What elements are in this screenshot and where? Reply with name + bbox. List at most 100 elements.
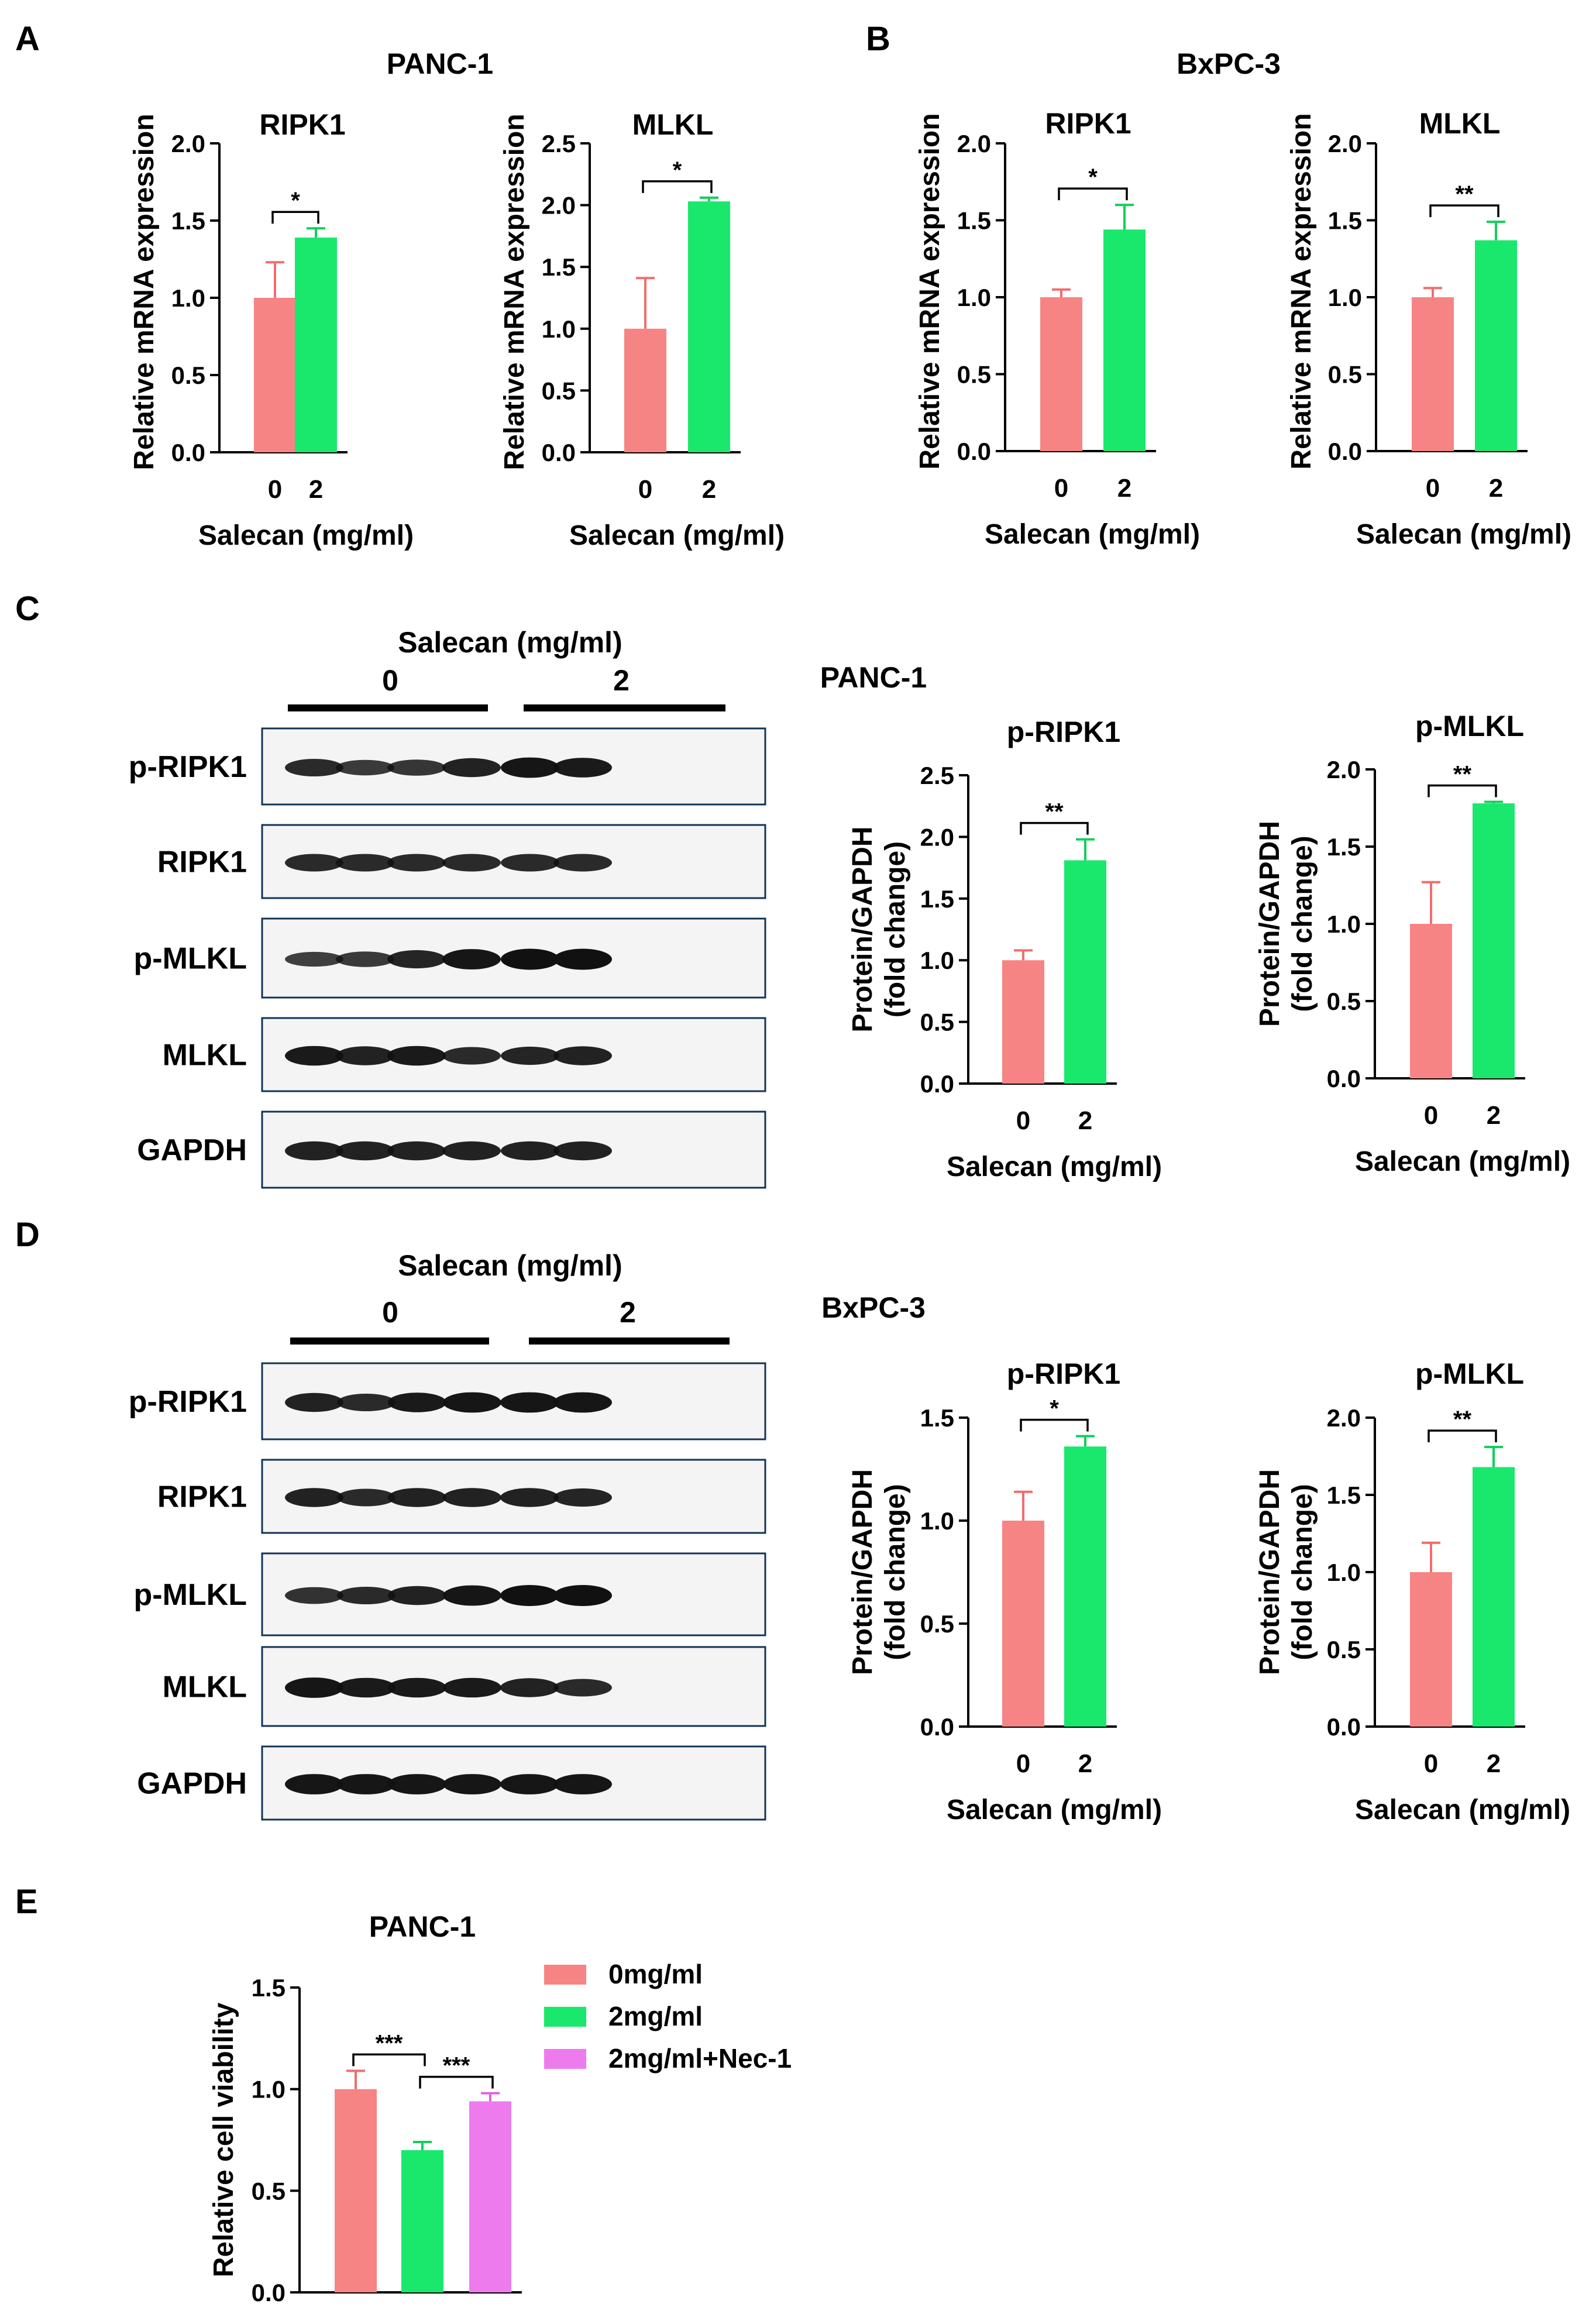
- blot-d-band-gapdh-lane-4: [443, 1774, 501, 1794]
- blot-d-band-gapdh-lane-2: [337, 1774, 395, 1794]
- chart-a2-category-1: 2: [702, 475, 716, 504]
- chart-c1-tick-label-4: 2.0: [920, 823, 954, 851]
- chart-d1-bar-1: [1064, 1446, 1106, 1727]
- chart-a2-xlabel: Salecan (mg/ml): [569, 520, 785, 551]
- chart-b2-sig-label-0: **: [1455, 181, 1474, 207]
- blot-d-band-mlkl-lane-4: [443, 1677, 501, 1698]
- chart-d2-xlabel: Salecan (mg/ml): [1355, 1794, 1570, 1825]
- chart-c2-title: p-MLKL: [1415, 710, 1524, 742]
- chart-a2-tick-label-0: 0.0: [542, 439, 576, 466]
- chart-b2-category-1: 2: [1489, 474, 1503, 503]
- chart-a2-sig-bracket-0: [642, 180, 713, 193]
- blot-d-band-p-mlkl-lane-3: [388, 1586, 446, 1605]
- blot-d-band-gapdh-lane-6: [553, 1774, 612, 1794]
- chart-d1-xlabel: Salecan (mg/ml): [947, 1794, 1162, 1825]
- blot-c-label-p-ripk1: p-RIPK1: [129, 750, 247, 784]
- chart-c2-sig-bracket-0: [1428, 784, 1497, 797]
- chart-e-bar-0: [335, 2089, 377, 2292]
- chart-a2-tick-label-4: 2.0: [542, 192, 576, 219]
- chart-c2-tick-label-1: 0.5: [1327, 988, 1361, 1015]
- blot-c-band-mlkl-lane-3: [387, 1046, 446, 1066]
- blot-d-band-p-ripk1-lane-4: [443, 1392, 501, 1413]
- blot-d-label-mlkl: MLKL: [163, 1670, 247, 1704]
- chart-c2-tick-label-0: 0.0: [1327, 1065, 1361, 1092]
- legend-swatch-0: [544, 1965, 586, 1985]
- panel-letter-d: D: [15, 1216, 40, 1254]
- blot-c-band-p-mlkl-lane-4: [442, 949, 501, 969]
- chart-e-tick-label-1: 0.5: [252, 2177, 286, 2205]
- chart-d1-sig-label-0: *: [1050, 1396, 1059, 1422]
- chart-c2-ylabel-2: (fold change): [1287, 835, 1318, 1012]
- chart-c1-tick-label-2: 1.0: [920, 947, 954, 974]
- blot-c-dose-0: 0: [382, 664, 398, 697]
- chart-d1-tick-label-1: 0.5: [920, 1610, 954, 1638]
- chart-d2-tick-label-3: 1.5: [1327, 1481, 1361, 1509]
- chart-d1-tick-label-0: 0.0: [920, 1713, 954, 1741]
- blot-c-label-p-mlkl: p-MLKL: [134, 942, 247, 976]
- blot-d-band-p-ripk1-lane-2: [337, 1394, 395, 1411]
- chart-d1-sig-bracket-0: [1020, 1418, 1089, 1432]
- blot-d-band-ripk1-lane-4: [443, 1488, 501, 1507]
- chart-a1-bar-0: [254, 298, 296, 452]
- chart-e: PANC-1 0.0 0.5 1.0 1.5 Relative cell viabilit…: [208, 1910, 522, 2306]
- chart-e-tick-label-2: 1.0: [252, 2076, 286, 2103]
- chart-c1-ylabel-1: Protein/GAPDH: [847, 826, 878, 1032]
- heading-d: BxPC-3: [821, 1291, 926, 1324]
- blot-c-band-p-mlkl-lane-6: [553, 948, 612, 970]
- blot-c-band-mlkl-lane-2: [336, 1046, 394, 1065]
- chart-a1-title: RIPK1: [259, 108, 345, 141]
- chart-c1-category-0: 0: [1016, 1106, 1030, 1135]
- chart-b1-tick-label-2: 1.0: [957, 284, 991, 311]
- chart-a1-category-1: 2: [309, 475, 323, 504]
- chart-a2-bar-1: [688, 201, 730, 452]
- blot-d-band-mlkl-lane-2: [337, 1677, 395, 1698]
- chart-a2-bar-0: [624, 328, 666, 452]
- chart-d1-title: p-RIPK1: [1007, 1357, 1120, 1390]
- blot-d-band-p-ripk1-lane-5: [500, 1392, 559, 1413]
- chart-c1-xlabel: Salecan (mg/ml): [947, 1151, 1162, 1182]
- chart-a2-sig-label-0: *: [673, 157, 682, 183]
- chart-b1-tick-label-4: 2.0: [957, 130, 991, 157]
- chart-a2-ylabel: Relative mRNA expression: [499, 114, 530, 470]
- chart-a1-tick-label-3: 1.5: [171, 207, 205, 235]
- chart-b2-category-0: 0: [1426, 474, 1440, 503]
- blot-d-band-gapdh-lane-1: [285, 1774, 343, 1794]
- chart-c2-tick-label-3: 1.5: [1327, 833, 1361, 861]
- chart-c1-title: p-RIPK1: [1007, 716, 1120, 748]
- legend-label-2: 2mg/ml+Nec-1: [608, 2043, 792, 2074]
- blot-c-band-p-ripk1-lane-5: [501, 757, 559, 778]
- chart-d2-category-1: 2: [1487, 1749, 1501, 1778]
- chart-c2-xlabel: Salecan (mg/ml): [1355, 1146, 1570, 1177]
- blot-d-band-p-ripk1-lane-1: [285, 1392, 343, 1412]
- chart-e-sig-label-1: ***: [443, 2053, 470, 2079]
- blot-c-band-ripk1-lane-6: [553, 854, 612, 872]
- chart-b1-category-0: 0: [1054, 474, 1068, 503]
- blot-d-band-p-mlkl-lane-2: [337, 1587, 395, 1604]
- blot-d-band-ripk1-lane-6: [553, 1488, 612, 1507]
- blot-c-band-ripk1-lane-5: [501, 854, 559, 872]
- blot-d-band-p-mlkl-lane-5: [500, 1585, 559, 1606]
- chart-b1-title: RIPK1: [1045, 107, 1131, 140]
- chart-c1-bar-0: [1002, 960, 1044, 1084]
- chart-a1-bar-1: [295, 238, 337, 452]
- chart-a2: MLKL 0.0 0.5 1.0 1.5 2.0 2.5 Relative mRNA expr…: [499, 108, 785, 551]
- chart-d2-ylabel-1: Protein/GAPDH: [1254, 1469, 1285, 1675]
- chart-b1-xlabel: Salecan (mg/ml): [985, 519, 1200, 550]
- chart-c1-sig-label-0: **: [1045, 799, 1064, 825]
- chart-c1-tick-label-3: 1.5: [920, 885, 954, 913]
- chart-d1: p-RIPK1 0.0 0.5 1.0 1.5 Protein/GAPDH (fold ch…: [847, 1357, 1162, 1825]
- blot-c-band-mlkl-lane-5: [501, 1046, 559, 1065]
- chart-c1-tick-label-5: 2.5: [920, 762, 954, 789]
- chart-e-sig-label-0: ***: [376, 2030, 403, 2056]
- blot-c-band-gapdh-lane-2: [336, 1141, 394, 1161]
- blot-c-band-p-ripk1-lane-1: [285, 759, 343, 776]
- chart-b2-title: MLKL: [1419, 107, 1501, 140]
- blot-d-band-p-ripk1-lane-6: [553, 1392, 612, 1413]
- chart-d1-ylabel-2: (fold change): [880, 1484, 911, 1660]
- chart-b1-sig-label-0: *: [1088, 164, 1098, 190]
- chart-a2-tick-label-2: 1.0: [542, 315, 576, 343]
- legend-label-1: 2mg/ml: [608, 2001, 703, 2031]
- blot-c-band-mlkl-lane-4: [442, 1047, 501, 1065]
- chart-b1-bar-1: [1103, 229, 1146, 451]
- blot-d-band-p-mlkl-lane-1: [285, 1587, 343, 1604]
